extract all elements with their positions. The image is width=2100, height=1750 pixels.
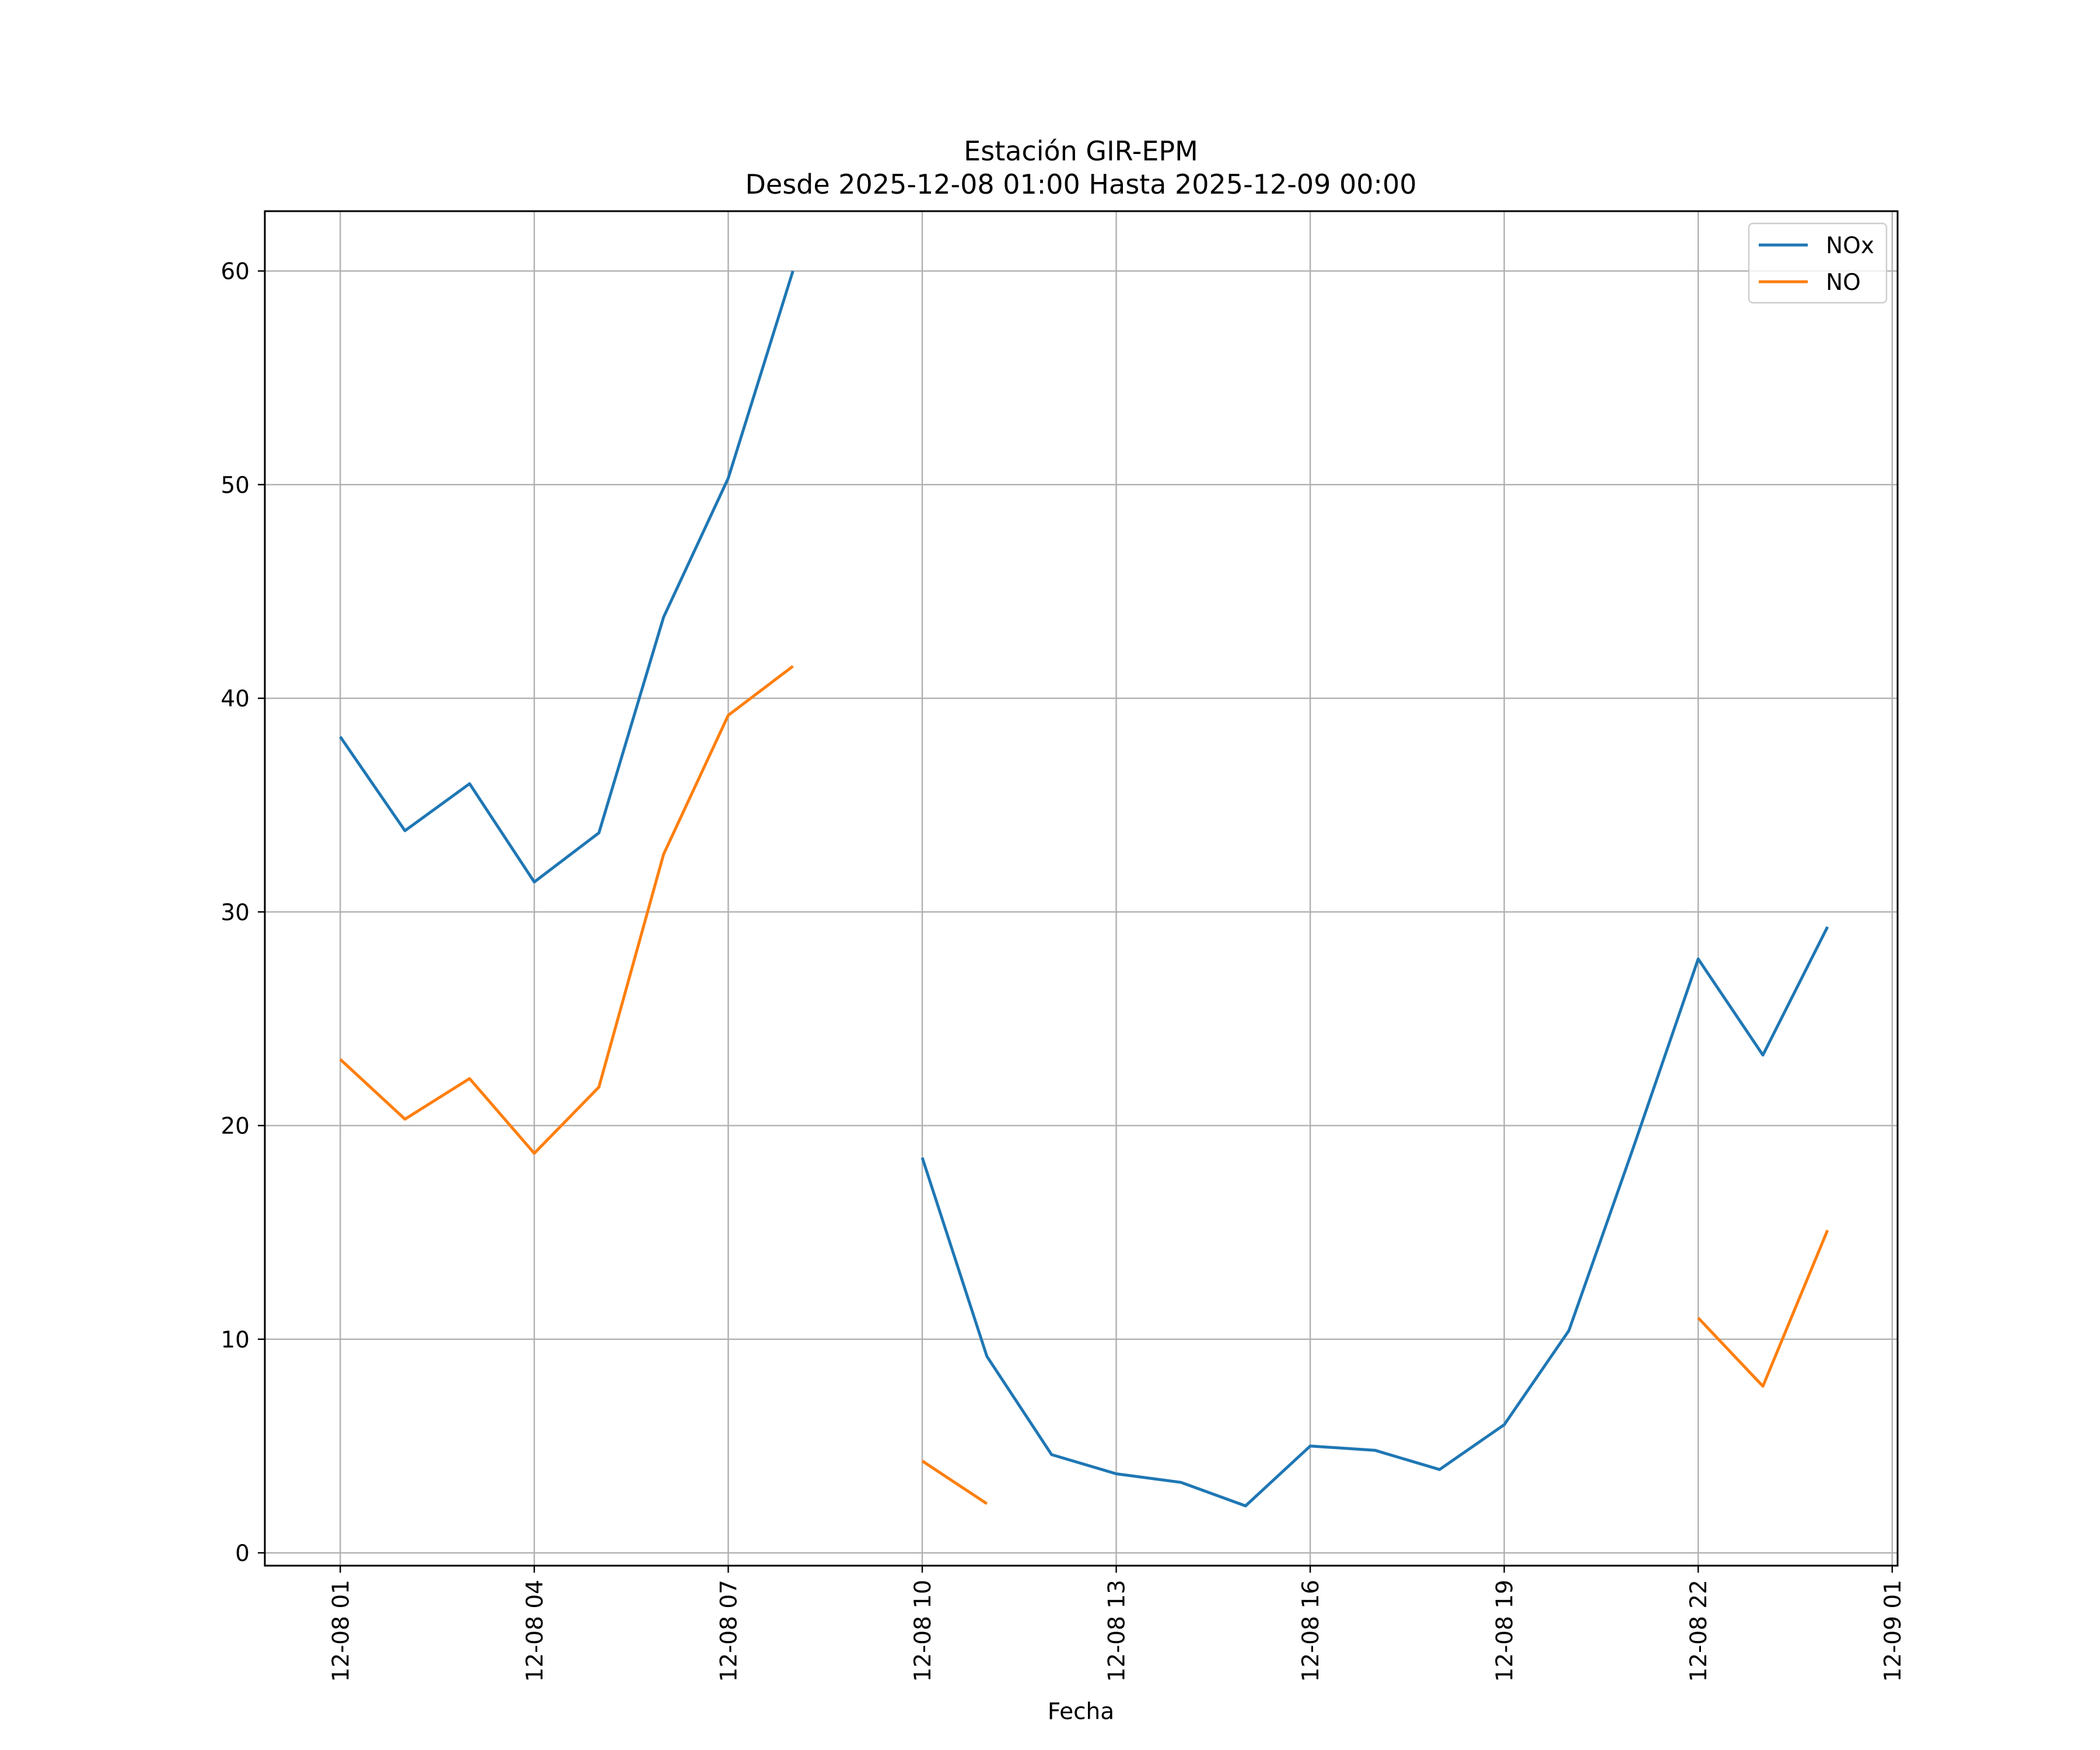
series-line-nox: [339, 270, 794, 884]
chart-subtitle: Desde 2025-12-08 01:00 Hasta 2025-12-09 …: [745, 169, 1416, 200]
y-tick-label: 30: [220, 900, 250, 926]
series-line-no: [339, 665, 794, 1155]
x-axis-ticks: 12-08 01 12-08 04 12-08 07 12-08 10 12-08 13…: [328, 1566, 1906, 1682]
y-tick-label: 0: [235, 1541, 250, 1567]
x-tick-label: 12-08 22: [1686, 1580, 1712, 1682]
x-tick-label: 12-08 10: [910, 1580, 936, 1682]
y-axis-ticks: 0 10 20 30 40 50 60: [220, 259, 265, 1567]
legend-label: NOx: [1826, 233, 1874, 259]
x-tick-label: 12-08 04: [522, 1580, 548, 1682]
y-tick-label: 10: [220, 1327, 250, 1353]
x-tick-label: 12-09 01: [1880, 1580, 1906, 1682]
series-line-nox: [921, 926, 1829, 1507]
y-tick-label: 60: [220, 259, 250, 285]
y-tick-label: 40: [220, 686, 250, 712]
x-tick-label: 12-08 07: [716, 1580, 742, 1682]
plot-frame: [264, 210, 1899, 1567]
x-tick-label: 12-08 19: [1492, 1580, 1518, 1682]
x-axis-label: Fecha: [1048, 1699, 1114, 1725]
series-line-no: [921, 1460, 988, 1505]
legend: NOx NO: [1748, 222, 1888, 304]
x-tick-label: 12-08 16: [1298, 1580, 1324, 1682]
y-tick-label: 20: [220, 1114, 250, 1140]
legend-label: NO: [1826, 270, 1861, 296]
y-tick-label: 50: [220, 473, 250, 499]
series-line-no: [1697, 1230, 1829, 1388]
series-layer: [339, 270, 1829, 1507]
chart-title: Estación GIR-EPM: [964, 135, 1198, 167]
x-tick-label: 12-08 01: [328, 1580, 354, 1682]
grid: [265, 211, 1898, 1566]
x-tick-label: 12-08 13: [1104, 1580, 1130, 1682]
